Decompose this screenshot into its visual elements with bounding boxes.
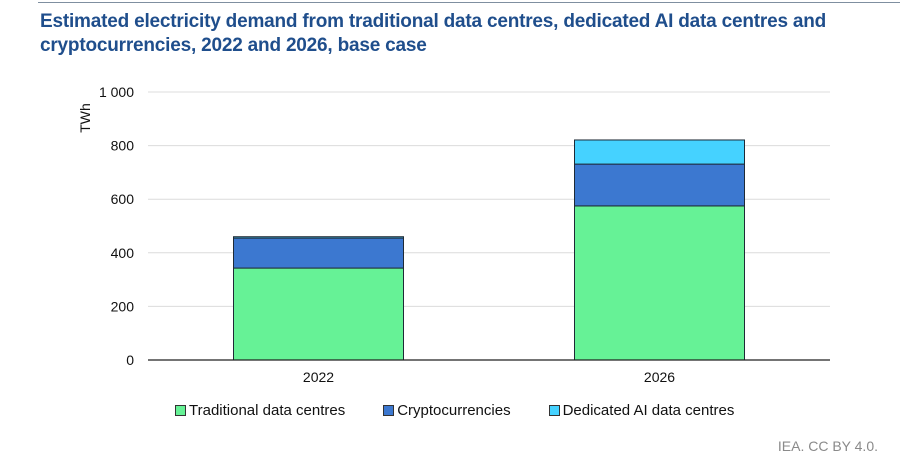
legend-swatch: [175, 405, 186, 416]
bar-segment-dedicated-ai-data-centres-2022: [233, 236, 404, 239]
bar-segment-traditional-data-centres-2022: [233, 267, 404, 361]
legend-swatch: [383, 405, 395, 416]
y-tick-label: 400: [111, 245, 135, 261]
y-tick-label: 600: [111, 191, 135, 207]
bar-segment-dedicated-ai-data-centres-2026: [574, 139, 745, 165]
legend-item: Cryptocurrencies: [383, 402, 511, 419]
y-tick-label: 1 000: [99, 84, 134, 100]
source-note: IEA. CC BY 4.0.: [777, 438, 878, 454]
legend-label: Cryptocurrencies: [397, 402, 511, 419]
x-tick-label: 2022: [303, 369, 334, 385]
legend-item: Traditional data centres: [175, 402, 345, 419]
legend-item: Dedicated AI data centres: [548, 402, 735, 419]
legend-label: Dedicated AI data centres: [562, 402, 735, 419]
top-rule: [38, 2, 900, 3]
x-tick-label: 2026: [644, 369, 675, 385]
y-tick-label: 200: [111, 298, 135, 314]
chart-title: Estimated electricity demand from tradit…: [40, 11, 827, 56]
bar-segment-cryptocurrencies-2022: [233, 237, 404, 269]
bar-segment-cryptocurrencies-2026: [574, 163, 745, 207]
legend: Traditional data centres Cryptocurrencies…: [175, 402, 734, 419]
y-axis-label: TWh: [77, 103, 93, 133]
legend-label: Traditional data centres: [189, 402, 346, 419]
y-tick-label: 0: [126, 352, 134, 368]
y-tick-label: 800: [111, 138, 135, 154]
chart-area: 0 200 400 600 800 1 000 2022 2026 TWh: [77, 84, 830, 385]
legend-swatch: [548, 405, 560, 416]
bar-segment-traditional-data-centres-2026: [574, 205, 745, 361]
